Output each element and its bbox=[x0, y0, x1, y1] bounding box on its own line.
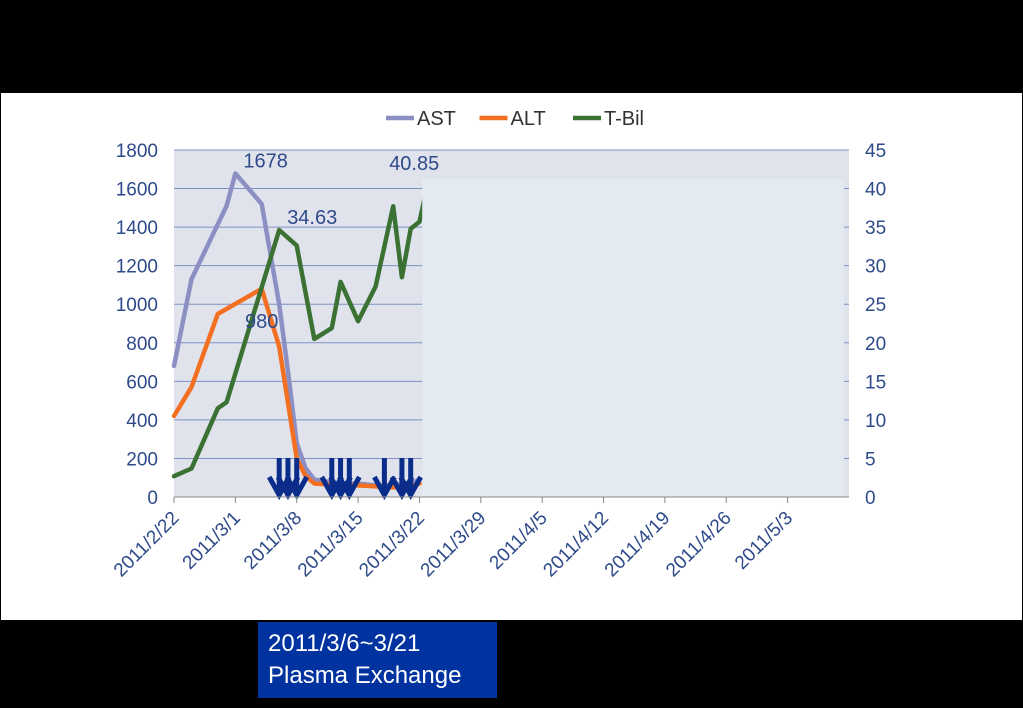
right-axis-tick-label: 35 bbox=[865, 218, 886, 239]
x-axis-tick-label: 2011/4/19 bbox=[601, 508, 675, 582]
right-axis-tick-label: 15 bbox=[865, 372, 886, 393]
right-axis-tick-label: 10 bbox=[865, 411, 886, 432]
left-axis-tick-label: 400 bbox=[126, 411, 158, 432]
data-label: 40.85 bbox=[389, 153, 439, 175]
left-axis-tick-label: 800 bbox=[126, 334, 158, 355]
left-axis-tick-label: 1600 bbox=[116, 180, 158, 201]
plasma-exchange-arrow bbox=[284, 458, 309, 501]
data-label: 34.63 bbox=[287, 207, 337, 229]
plasma-exchange-arrow bbox=[398, 458, 423, 501]
x-axis-tick-label: 2011/4/26 bbox=[662, 508, 736, 582]
legend-entry-t-bil: T-Bil bbox=[604, 108, 644, 130]
left-axis-tick-label: 0 bbox=[147, 488, 158, 509]
x-axis-tick-label: 2011/3/29 bbox=[417, 508, 491, 582]
chart-panel: 0 200 400 600 800 1000 1200 1400 1600 1800 0 5 10 15 2… bbox=[1, 93, 1022, 620]
left-axis-tick-label: 1000 bbox=[116, 295, 158, 316]
series-line-t-bil bbox=[171, 179, 431, 479]
x-axis-tick-label: 2011/3/15 bbox=[294, 508, 368, 582]
left-axis-tick-label: 1400 bbox=[116, 218, 158, 239]
right-axis-tick-label: 40 bbox=[865, 180, 886, 201]
plasma-exchange-caption: 2011/3/6~3/21 Plasma Exchange bbox=[258, 622, 497, 698]
left-axis-tick-label: 600 bbox=[126, 372, 158, 393]
right-axis-tick-label: 20 bbox=[865, 334, 886, 355]
legend-entry-alt: ALT bbox=[511, 108, 546, 130]
x-axis-tick-label: 2011/3/22 bbox=[355, 508, 429, 582]
left-axis-tick-label: 1200 bbox=[116, 257, 158, 278]
plasma-exchange-arrow bbox=[337, 458, 362, 501]
legend-entry-ast: AST bbox=[417, 108, 456, 130]
caption-label: Plasma Exchange bbox=[268, 662, 462, 689]
right-axis-tick-label: 25 bbox=[865, 295, 886, 316]
right-axis-tick-label: 0 bbox=[865, 488, 876, 509]
right-axis-tick-label: 5 bbox=[865, 449, 876, 470]
left-axis-tick-label: 200 bbox=[126, 449, 158, 470]
x-axis-tick-label: 2011/2/22 bbox=[110, 508, 184, 582]
plasma-exchange-arrow bbox=[372, 458, 397, 501]
x-axis-tick-label: 2011/3/1 bbox=[179, 508, 245, 574]
data-label: 1678 bbox=[243, 151, 288, 173]
data-label: 980 bbox=[245, 311, 278, 333]
chart-overlay bbox=[422, 179, 844, 497]
line-chart: 0 200 400 600 800 1000 1200 1400 1600 1800 0 5 10 15 2… bbox=[110, 108, 886, 582]
x-axis-tick-label: 2011/5/3 bbox=[731, 508, 797, 574]
caption-date-range: 2011/3/6~3/21 bbox=[268, 630, 421, 657]
right-axis-tick-label: 45 bbox=[865, 141, 886, 162]
x-axis-tick-label: 2011/4/12 bbox=[539, 508, 613, 582]
right-axis-tick-label: 30 bbox=[865, 257, 886, 278]
left-axis-tick-label: 1800 bbox=[116, 141, 158, 162]
